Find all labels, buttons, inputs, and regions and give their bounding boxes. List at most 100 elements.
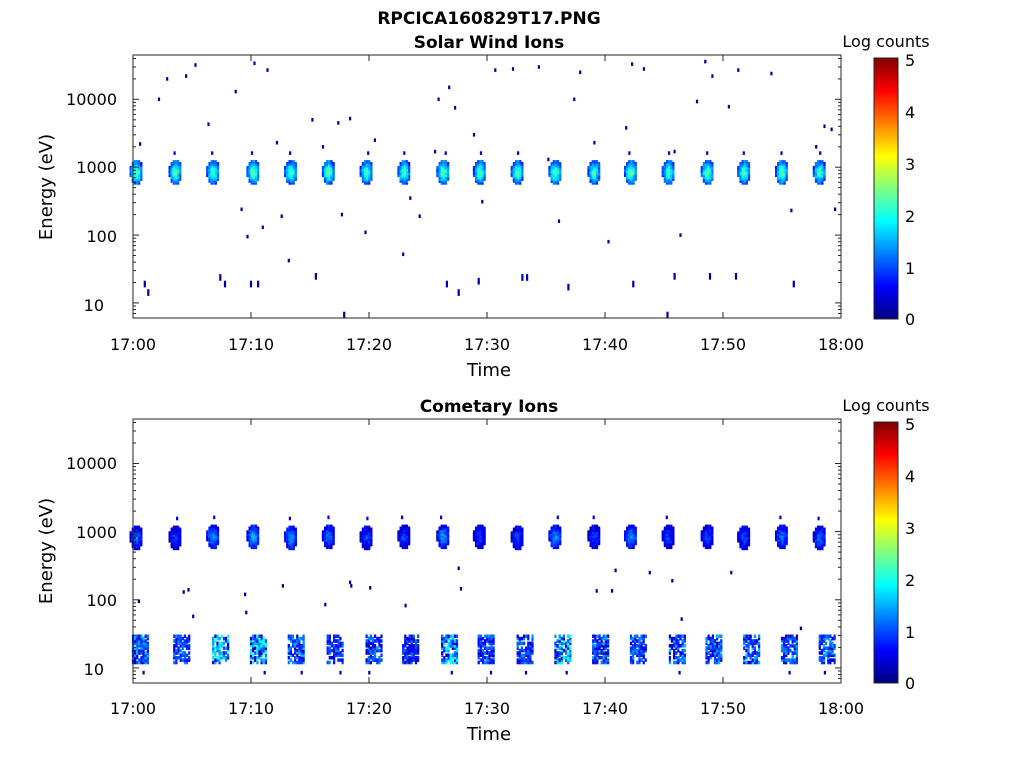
- heatmap-cell: [179, 639, 182, 643]
- heatmap-cell: [361, 533, 364, 537]
- heatmap-cell: [447, 646, 450, 650]
- heatmap-cell: [668, 160, 671, 164]
- heatmap-cell: [749, 636, 752, 641]
- heatmap-cell: [668, 539, 671, 544]
- heatmap-cell: [716, 660, 719, 665]
- heatmap-cell: [326, 160, 329, 164]
- heatmap-cell: [479, 165, 482, 170]
- heatmap-cell: [779, 160, 782, 164]
- heatmap-cell: [477, 526, 480, 531]
- heatmap-cell: [378, 641, 381, 646]
- x-tick-label: 17:10: [228, 699, 274, 718]
- heatmap-cell: [173, 646, 176, 650]
- heatmap-cell: [449, 658, 452, 662]
- heatmap-cell: [183, 644, 186, 648]
- heatmap-cell: [817, 162, 820, 166]
- heatmap-cell: [492, 653, 495, 658]
- heatmap-cell: [289, 634, 292, 639]
- heatmap-cell: [780, 646, 784, 650]
- heatmap-cell: [670, 181, 673, 185]
- heatmap-cell: [335, 644, 338, 648]
- heatmap-cell: [292, 531, 295, 535]
- heatmap-cell: [709, 639, 712, 643]
- heatmap-cell: [589, 536, 592, 540]
- heatmap-cell: [133, 160, 136, 164]
- heatmap-cell: [302, 658, 305, 662]
- heatmap-cell: [475, 537, 478, 542]
- heatmap-cell: [403, 543, 406, 548]
- heatmap-cell: [472, 171, 476, 176]
- heatmap-cell: [707, 179, 710, 183]
- heatmap-cell: [380, 648, 383, 653]
- heatmap-cell: [371, 658, 375, 662]
- heatmap-cell: [525, 658, 528, 662]
- heatmap-cell: [206, 169, 209, 174]
- heatmap-cell: [822, 648, 826, 653]
- heatmap-cell: [441, 639, 444, 643]
- heatmap-cell: [140, 537, 143, 541]
- heatmap-cell: [254, 543, 258, 548]
- heatmap-cell: [374, 644, 377, 648]
- heatmap-cell: [634, 541, 637, 546]
- heatmap-cell: [173, 660, 176, 665]
- heatmap-cell: [484, 660, 487, 665]
- heatmap-cell: [438, 167, 441, 172]
- heatmap-cell: [359, 531, 362, 535]
- heatmap-cell: [252, 526, 255, 531]
- heatmap-cell: [442, 537, 445, 542]
- heatmap-cell: [793, 658, 796, 662]
- heatmap-cell: [749, 660, 752, 665]
- heatmap-cell: [442, 169, 445, 174]
- heatmap-cell: [638, 641, 641, 646]
- heatmap-cell: [328, 660, 331, 665]
- heatmap-cell: [324, 541, 327, 546]
- heatmap-cell: [292, 542, 295, 547]
- heatmap-cell: [284, 539, 287, 543]
- heatmap-cell: [741, 535, 744, 539]
- heatmap-cell: [326, 634, 329, 639]
- heatmap-cell: [812, 531, 815, 535]
- heatmap-cell: [789, 658, 792, 662]
- heatmap-cell: [147, 289, 150, 293]
- heatmap-cell: [644, 644, 647, 648]
- heatmap-cell: [529, 655, 532, 660]
- heatmap-cell: [624, 530, 627, 534]
- heatmap-cell: [819, 173, 822, 178]
- heatmap-cell: [294, 648, 297, 653]
- heatmap-cell: [777, 543, 780, 548]
- heatmap-cell: [258, 646, 261, 650]
- heatmap-cell: [579, 70, 582, 75]
- heatmap-cell: [138, 165, 141, 170]
- heatmap-cell: [185, 658, 189, 662]
- heatmap-cell: [630, 181, 633, 185]
- heatmap-cell: [188, 655, 191, 660]
- heatmap-cell: [483, 539, 486, 544]
- heatmap-cell: [216, 534, 220, 538]
- heatmap-cell: [591, 532, 594, 536]
- heatmap-cell: [249, 639, 253, 643]
- heatmap-cell: [711, 539, 714, 544]
- heatmap-cell: [666, 530, 669, 534]
- heatmap-cell: [414, 644, 418, 648]
- heatmap-cell: [716, 641, 719, 646]
- heatmap-cell: [630, 526, 633, 531]
- heatmap-cell: [223, 280, 227, 285]
- heatmap-cell: [596, 641, 599, 646]
- heatmap-cell: [821, 527, 824, 532]
- heatmap-cell: [819, 533, 822, 537]
- heatmap-cell: [516, 651, 519, 655]
- heatmap-cell: [591, 181, 594, 185]
- heatmap-cell: [447, 175, 450, 179]
- heatmap-cell: [194, 63, 197, 67]
- heatmap-cell: [475, 169, 478, 174]
- heatmap-cell: [591, 530, 594, 534]
- heatmap-cell: [672, 532, 675, 536]
- heatmap-cell: [833, 658, 836, 662]
- heatmap-cell: [399, 537, 402, 542]
- heatmap-cell: [290, 181, 293, 185]
- heatmap-cell: [263, 670, 266, 675]
- heatmap-cell: [783, 537, 786, 542]
- heatmap-cell: [401, 541, 404, 546]
- heatmap-cell: [214, 160, 217, 164]
- y-axis-label-solar-wind: Energy (eV): [36, 134, 57, 240]
